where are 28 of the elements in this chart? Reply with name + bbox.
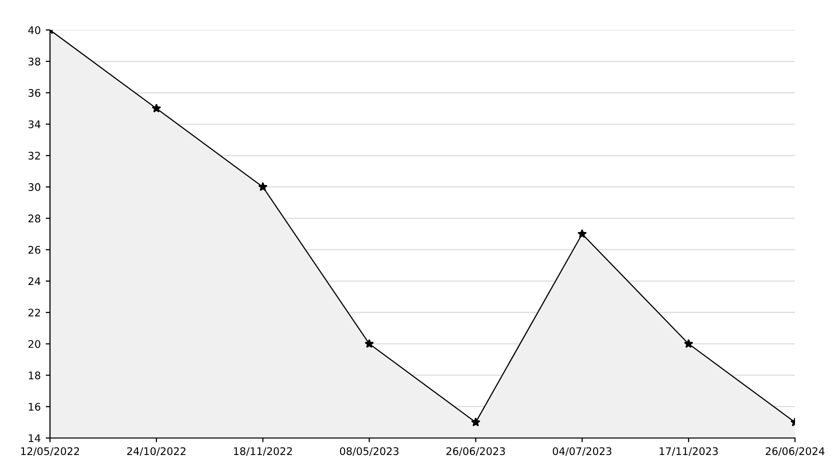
y-tick-label: 32 [28, 152, 40, 160]
y-tick-label: 40 [28, 26, 40, 34]
y-tick-label: 28 [28, 214, 40, 222]
y-tick-label: 34 [28, 120, 40, 128]
point [684, 338, 694, 348]
x-tick-label: 04/07/2023 [552, 447, 612, 456]
y-tick-label: 36 [28, 88, 40, 97]
y-tick-label: 24 [28, 277, 40, 286]
x-tick-label: 12/05/2022 [21, 447, 79, 456]
y-tick-label: 16 [28, 402, 40, 411]
y-tick-label: 20 [28, 340, 40, 348]
point [258, 182, 268, 191]
point [364, 338, 374, 348]
y-tick-label: 22 [28, 308, 40, 316]
x-tick-label: 24/10/2022 [127, 447, 186, 456]
y-tick-label: 18 [28, 371, 40, 380]
x-tick-label: 08/05/2023 [340, 447, 398, 456]
x-tick-label: 26/06/2024 [766, 447, 824, 456]
point [471, 417, 480, 426]
y-tick-label: 30 [28, 183, 40, 192]
point [152, 104, 162, 113]
y-tick-label: 38 [28, 58, 40, 66]
x-tick-label: 18/11/2022 [234, 447, 292, 456]
y-tick-label: 26 [28, 246, 40, 254]
x-tick-label: 26/06/2023 [446, 447, 505, 456]
x-tick-label: 17/11/2023 [660, 447, 718, 456]
point [577, 229, 587, 238]
y-tick-label: 14 [28, 434, 40, 442]
